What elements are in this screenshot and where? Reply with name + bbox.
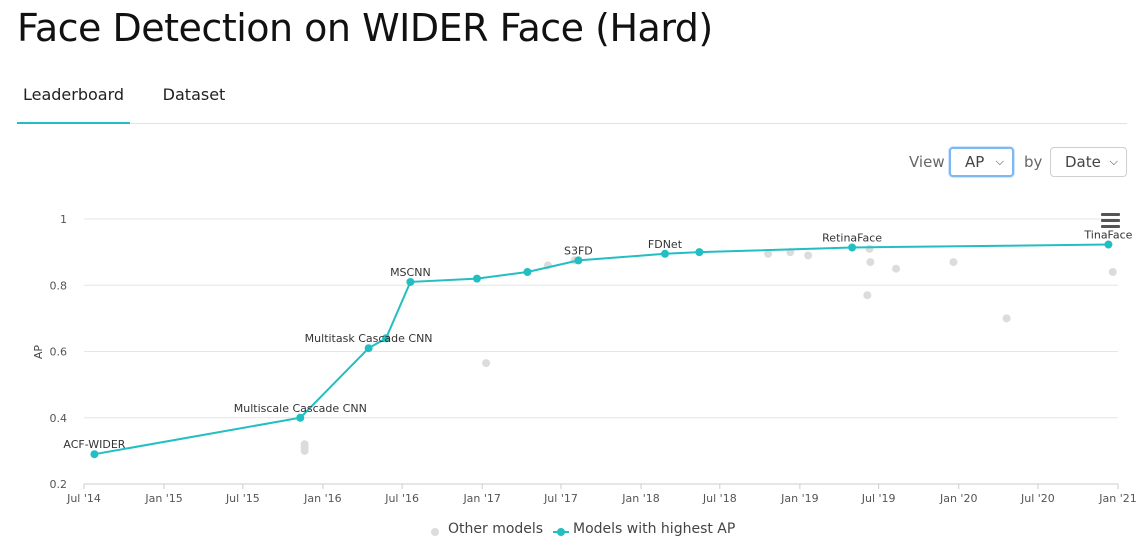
- other-model-point: [892, 264, 901, 273]
- chevron-down-icon: ⌵: [995, 155, 1004, 168]
- by-label: by: [1024, 153, 1043, 171]
- chart-controls: View AP ⌵ by Date ⌵: [0, 146, 1143, 180]
- tab-dataset[interactable]: Dataset: [162, 85, 226, 104]
- point-label: S3FD: [564, 244, 593, 257]
- page-title: Face Detection on WIDER Face (Hard): [17, 6, 713, 50]
- y-tick-label: 0.2: [50, 478, 68, 491]
- hamburger-menu-icon[interactable]: [1101, 213, 1120, 229]
- x-tick-label: Jul '14: [66, 492, 101, 505]
- x-tick-label: Jul '18: [702, 492, 737, 505]
- chart-legend: Other models Models with highest AP: [0, 521, 1143, 543]
- x-tick-label: Jul '19: [861, 492, 896, 505]
- highest-ap-point: [406, 277, 415, 286]
- y-tick-label: 1: [60, 213, 67, 226]
- x-tick-label: Jan '21: [1098, 492, 1136, 505]
- highest-ap-point: [1104, 240, 1113, 249]
- by-select[interactable]: Date ⌵: [1050, 147, 1127, 177]
- x-tick-label: Jul '20: [1020, 492, 1055, 505]
- highest-ap-point: [523, 268, 532, 276]
- point-label: ACF-WIDER: [63, 438, 125, 451]
- legend-other-dot: [431, 528, 439, 536]
- tab-bar: Leaderboard Dataset: [17, 68, 1127, 124]
- chart-plot: 0.2 0.4 0.6 0.8 1 Jul '14 Jan '15 Jul '15 Jan '1…: [32, 213, 1137, 505]
- other-model-point: [949, 258, 958, 267]
- x-tick-label: Jan '18: [621, 492, 659, 505]
- legend-highest-ap[interactable]: Models with highest AP: [552, 521, 735, 537]
- point-label: TinaFace: [1083, 229, 1132, 242]
- legend-other-models[interactable]: Other models: [431, 521, 543, 537]
- highest-ap-point: [660, 249, 669, 258]
- x-tick-label: Jan '20: [939, 492, 977, 505]
- y-tick-label: 0.8: [50, 279, 68, 292]
- by-select-value: Date: [1065, 153, 1101, 171]
- other-model-point: [300, 440, 309, 449]
- other-model-point: [1002, 314, 1011, 323]
- other-model-point: [866, 258, 875, 267]
- highest-ap-point: [695, 248, 704, 257]
- point-label: Multitask Cascade CNN: [305, 332, 433, 345]
- y-axis-title: AP: [32, 345, 45, 360]
- legend-other-label: Other models: [448, 521, 544, 537]
- highest-ap-point: [382, 334, 391, 343]
- legend-highest-label: Models with highest AP: [573, 521, 736, 537]
- tab-leaderboard[interactable]: Leaderboard: [17, 68, 130, 124]
- legend-highest-marker: [553, 528, 569, 536]
- other-model-point: [863, 291, 872, 300]
- point-label: FDNet: [648, 238, 683, 251]
- other-model-point: [865, 244, 874, 253]
- x-tick-label: Jul '15: [225, 492, 260, 505]
- x-tick-label: Jan '15: [144, 492, 182, 505]
- x-tick-label: Jul '17: [543, 492, 578, 505]
- other-model-point: [764, 249, 773, 258]
- x-tick-label: Jan '19: [780, 492, 818, 505]
- x-tick-label: Jan '17: [462, 492, 500, 505]
- x-tick-label: Jan '16: [303, 492, 341, 505]
- highest-ap-point: [364, 344, 373, 353]
- x-tick-label: Jul '16: [384, 492, 419, 505]
- view-label: View: [909, 153, 945, 171]
- other-model-point: [482, 359, 491, 368]
- point-label: MSCNN: [390, 266, 431, 279]
- highest-ap-point: [574, 256, 583, 265]
- highest-ap-point: [296, 413, 305, 422]
- view-select[interactable]: AP ⌵: [949, 147, 1014, 177]
- highest-ap-line: [94, 243, 1109, 456]
- highest-ap-point: [90, 450, 99, 459]
- y-tick-label: 0.6: [50, 346, 68, 359]
- y-tick-label: 0.4: [50, 412, 68, 425]
- other-model-point: [1108, 268, 1117, 276]
- chevron-down-icon: ⌵: [1109, 155, 1118, 168]
- other-model-point: [804, 251, 813, 260]
- highest-ap-point: [472, 274, 481, 283]
- other-model-point: [300, 446, 309, 455]
- highest-ap-point: [848, 243, 857, 252]
- point-label: Multiscale Cascade CNN: [234, 402, 367, 415]
- view-select-value: AP: [965, 153, 985, 171]
- point-label: RetinaFace: [822, 231, 882, 244]
